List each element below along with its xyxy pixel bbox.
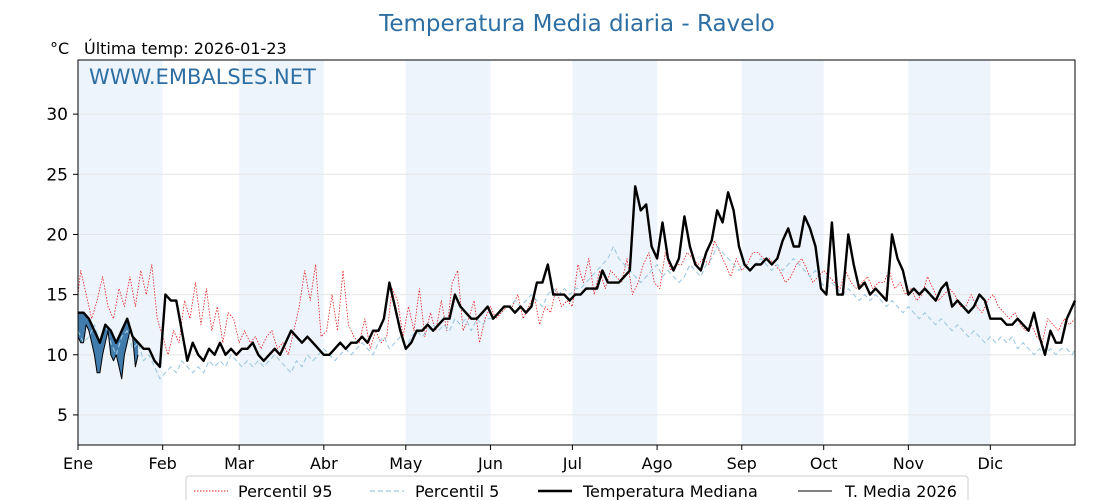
x-tick-label-Ago: Ago xyxy=(642,454,673,473)
x-tick-label-Feb: Feb xyxy=(149,454,177,473)
series-lines xyxy=(77,185,1077,380)
month-band-Ene xyxy=(78,60,163,445)
chart-title: Temperatura Media diaria - Ravelo xyxy=(378,11,775,37)
y-tick-label-20: 20 xyxy=(46,225,68,245)
x-tick-label-Dic: Dic xyxy=(978,454,1004,473)
y-tick-label-15: 15 xyxy=(46,286,68,306)
month-band-Sep xyxy=(741,60,824,445)
x-tick-label-Jun: Jun xyxy=(477,454,503,473)
month-band-Jul xyxy=(572,60,658,445)
y-tick-label-25: 25 xyxy=(46,165,68,185)
legend: Percentil 95 Percentil 5 Temperatura Med… xyxy=(185,475,969,500)
legend-label-median: Temperatura Mediana xyxy=(582,482,758,500)
x-tick-label-Abr: Abr xyxy=(310,454,338,473)
y-tick-label-5: 5 xyxy=(57,406,68,426)
watermark: WWW.EMBALSES.NET xyxy=(89,65,316,89)
x-axis: Ene Feb Mar Abr May Jun Jul Ago Sep Oct Nov Dic xyxy=(63,445,1003,473)
y-axis: 5 10 15 20 25 30 xyxy=(46,105,78,426)
month-band-Nov xyxy=(908,60,991,445)
y-tick-label-30: 30 xyxy=(46,105,68,125)
x-tick-label-Mar: Mar xyxy=(224,454,255,473)
x-tick-label-Nov: Nov xyxy=(893,454,924,473)
x-tick-label-Jul: Jul xyxy=(562,454,582,473)
series-line-2 xyxy=(77,245,1076,380)
legend-label-p95: Percentil 95 xyxy=(238,482,333,500)
month-band-May xyxy=(405,60,491,445)
x-tick-label-Oct: Oct xyxy=(810,454,838,473)
month-bands xyxy=(78,60,991,445)
series-line-4 xyxy=(77,324,139,380)
x-tick-label-Sep: Sep xyxy=(727,454,757,473)
legend-label-current: T. Media 2026 xyxy=(844,482,957,500)
month-band-Mar xyxy=(239,60,324,445)
last-temperature-date: Última temp: 2026-01-23 xyxy=(84,39,287,58)
legend-box xyxy=(185,475,969,500)
y-tick-label-10: 10 xyxy=(46,346,68,366)
y-axis-unit: °C xyxy=(50,39,69,58)
x-tick-label-May: May xyxy=(389,454,422,473)
x-tick-label-Ene: Ene xyxy=(63,454,93,473)
legend-label-p5: Percentil 5 xyxy=(415,482,499,500)
plot-frame xyxy=(77,59,1076,446)
series-line-3 xyxy=(78,185,1077,368)
